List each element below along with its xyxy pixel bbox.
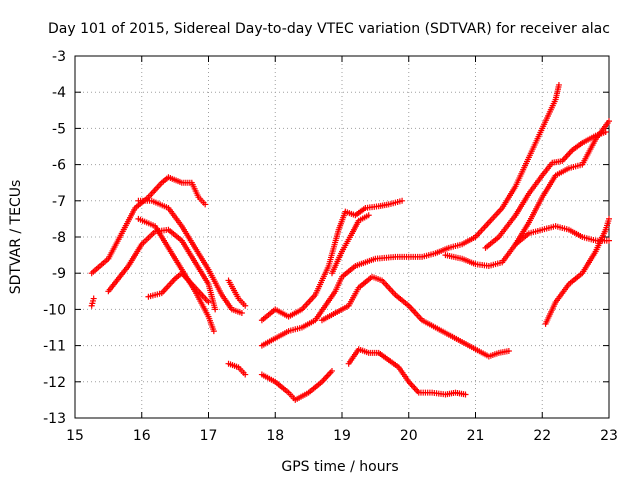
series-2 xyxy=(88,295,97,309)
axis-ticks: 15 16 17 18 19 20 21 22 23 -13 -12 -11 -10 -9 -8 -7 -6 -5… xyxy=(43,49,618,444)
series-13 xyxy=(328,212,372,277)
y-tick-label: -8 xyxy=(52,230,66,246)
data-point xyxy=(606,237,612,244)
x-tick-label: 18 xyxy=(266,428,284,444)
x-tick-label: 23 xyxy=(600,428,618,444)
x-tick-label: 15 xyxy=(66,428,84,444)
y-axis-label: SDTVAR / TECUs xyxy=(8,180,24,295)
x-tick-label: 17 xyxy=(200,428,218,444)
data-point xyxy=(242,371,249,378)
data-point xyxy=(210,328,217,335)
y-tick-label: -11 xyxy=(43,339,66,355)
x-axis-label: GPS time / hours xyxy=(281,459,398,475)
y-tick-label: -4 xyxy=(52,85,66,101)
y-tick-label: -6 xyxy=(52,158,66,174)
y-tick-label: -9 xyxy=(52,266,66,282)
data-point xyxy=(365,212,372,219)
data-point xyxy=(602,129,609,136)
chart-title: Day 101 of 2015, Sidereal Day-to-day VTE… xyxy=(48,21,610,37)
data-point xyxy=(238,310,245,317)
data-point xyxy=(555,81,562,88)
data-point xyxy=(205,299,212,306)
data-point xyxy=(399,197,406,204)
series-6 xyxy=(145,270,212,306)
data-point xyxy=(505,348,512,355)
y-tick-label: -7 xyxy=(52,194,66,210)
data-point xyxy=(462,391,469,398)
series-4 xyxy=(135,197,245,317)
series-8 xyxy=(225,360,249,378)
x-tick-label: 16 xyxy=(133,428,151,444)
data-point xyxy=(212,306,219,313)
y-tick-label: -12 xyxy=(43,375,66,391)
data-point xyxy=(202,201,209,208)
series-16 xyxy=(482,129,609,251)
y-tick-label: -10 xyxy=(43,302,66,318)
data-point xyxy=(242,302,249,309)
x-tick-label: 21 xyxy=(467,428,485,444)
series-18 xyxy=(542,215,612,327)
y-tick-label: -3 xyxy=(52,49,66,65)
x-tick-label: 19 xyxy=(333,428,351,444)
series-11 xyxy=(258,367,335,403)
y-tick-label: -13 xyxy=(43,411,66,427)
data-point xyxy=(328,367,335,374)
series-12 xyxy=(318,273,512,360)
series-7 xyxy=(225,277,249,309)
x-tick-label: 20 xyxy=(400,428,418,444)
y-tick-label: -5 xyxy=(52,121,66,137)
data-point xyxy=(90,295,97,302)
series-10 xyxy=(258,81,562,349)
data-point xyxy=(606,215,612,222)
data-point xyxy=(606,118,612,125)
grid xyxy=(75,56,609,418)
data-marks xyxy=(88,81,612,403)
x-tick-label: 22 xyxy=(533,428,551,444)
series-3 xyxy=(105,226,219,313)
series-14 xyxy=(345,346,469,398)
series-9 xyxy=(258,197,406,324)
